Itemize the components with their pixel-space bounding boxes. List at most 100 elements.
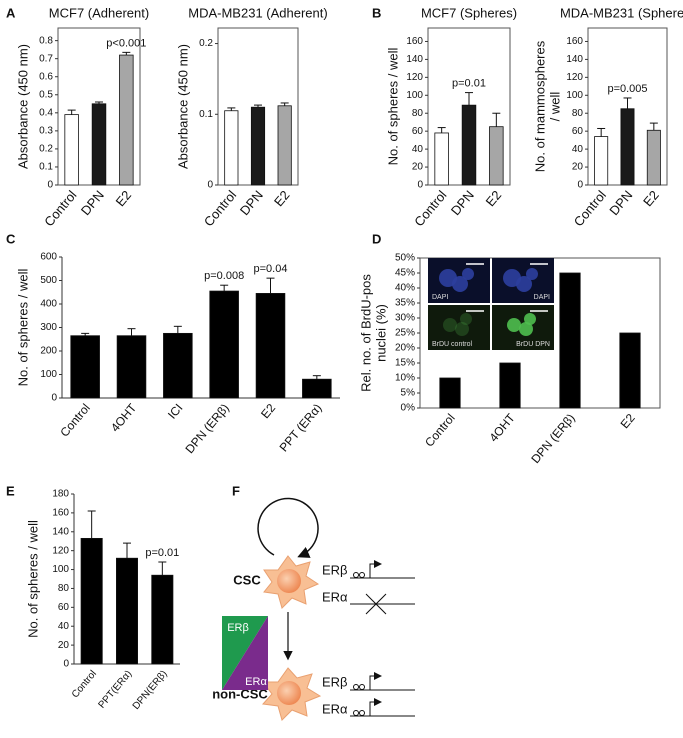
x-tick-label: DPN (ERβ) — [182, 401, 231, 456]
y-axis-label: Absorbance (450 nm) — [175, 44, 190, 169]
y-tick-label: 80 — [412, 108, 424, 119]
y-tick-label: 20 — [412, 162, 424, 173]
bar — [434, 132, 449, 186]
y-tick-label: 40% — [395, 283, 415, 294]
x-tick-label: ICI — [165, 401, 186, 422]
gene-label: ERβ — [322, 562, 348, 577]
error-bar — [122, 51, 131, 56]
bar — [91, 103, 107, 186]
error-bar — [67, 109, 76, 115]
panel-letter: E — [6, 483, 15, 498]
panel-letter: C — [6, 231, 16, 246]
p-value: p=0.005 — [607, 83, 647, 95]
x-tick-label: 4OHT — [108, 400, 140, 434]
chart-title: MCF7 (Adherent) — [49, 5, 149, 20]
x-tick-label: Control — [411, 187, 449, 229]
y-tick-label: 0.4 — [39, 107, 53, 118]
bar — [224, 110, 239, 186]
bar — [163, 332, 193, 399]
inset-label: DAPI — [432, 294, 448, 301]
bar — [277, 105, 292, 186]
bar — [499, 362, 521, 409]
error-bar — [254, 104, 262, 108]
y-tick-label: 60 — [412, 126, 424, 137]
nucleus — [462, 268, 474, 280]
y-tick-label: 400 — [40, 299, 57, 310]
y-tick-label: 200 — [40, 346, 57, 357]
y-tick-label: 0 — [47, 180, 53, 191]
y-axis-label: nuclei (%) — [373, 304, 388, 362]
nucleus — [526, 268, 538, 280]
y-tick-label: 0.7 — [39, 53, 53, 64]
panel-letter: F — [232, 483, 240, 498]
y-tick-label: 140 — [52, 526, 69, 537]
nucleus — [519, 322, 533, 336]
x-tick-label: Control — [70, 669, 99, 701]
x-tick-label: DPN (ERβ) — [528, 411, 577, 466]
bar — [116, 335, 147, 399]
panel-letter: B — [372, 5, 381, 20]
nucleus — [460, 313, 472, 325]
y-tick-label: 15% — [395, 358, 415, 369]
y-tick-label: 0 — [63, 659, 69, 670]
y-tick-label: 0 — [51, 393, 57, 404]
y-tick-label: 600 — [40, 252, 57, 263]
nucleus — [452, 276, 468, 292]
p-value: p=0.008 — [204, 270, 244, 282]
bar — [559, 272, 581, 409]
y-tick-label: 10% — [395, 373, 415, 384]
y-axis-label: / well — [547, 92, 562, 122]
inset-label: DAPI — [534, 294, 550, 301]
bar — [151, 574, 174, 665]
y-tick-label: 0.3 — [39, 126, 53, 137]
error-bar — [87, 510, 96, 539]
error-bar — [81, 332, 90, 336]
y-tick-label: 0 — [417, 180, 423, 191]
error-bar — [492, 112, 501, 127]
x-tick-label: E2 — [271, 187, 293, 209]
bar — [619, 332, 641, 409]
x-tick-label: 4OHT — [486, 410, 518, 444]
error-bar — [465, 92, 473, 106]
x-tick-label: Control — [422, 411, 458, 450]
y-tick-label: 180 — [52, 489, 69, 500]
y-tick-label: 100 — [566, 90, 583, 101]
x-tick-label: Control — [41, 187, 79, 229]
p-value: p=0.04 — [254, 263, 288, 275]
chart-title: MDA-MB231 (Adherent) — [188, 5, 327, 20]
error-bar — [95, 101, 103, 104]
x-tick-label: E2 — [618, 411, 638, 431]
x-tick-label: DPN — [78, 187, 107, 218]
y-tick-label: 300 — [40, 322, 57, 333]
y-tick-label: 120 — [566, 72, 583, 83]
gene-label: ERα — [322, 589, 348, 604]
y-tick-label: 25% — [395, 328, 415, 339]
error-bar — [597, 127, 606, 137]
y-tick-label: 160 — [52, 508, 69, 519]
micrograph: BrDU DPN — [492, 305, 554, 350]
p-value: p=0.01 — [145, 547, 179, 559]
y-axis-label: No. of spheres / well — [385, 48, 400, 166]
bar — [461, 104, 477, 186]
bar — [64, 114, 79, 186]
x-tick-label: E2 — [483, 187, 505, 209]
bar — [250, 106, 266, 186]
y-tick-label: 0.6 — [39, 71, 53, 82]
x-tick-label: Control — [201, 187, 239, 229]
y-tick-label: 0.2 — [199, 38, 213, 49]
y-tick-label: 20 — [572, 162, 584, 173]
bar — [255, 293, 286, 399]
y-axis-label: No. of spheres / well — [25, 520, 40, 638]
y-tick-label: 80 — [58, 583, 70, 594]
x-tick-label: E2 — [113, 187, 135, 209]
x-tick-label: DPN — [606, 187, 635, 218]
y-tick-label: 20% — [395, 343, 415, 354]
y-tick-label: 120 — [406, 72, 423, 83]
error-bar — [280, 102, 289, 106]
y-tick-label: 100 — [406, 90, 423, 101]
y-tick-label: 0.1 — [199, 109, 213, 120]
x-tick-label: E2 — [258, 401, 278, 421]
y-tick-label: 140 — [566, 54, 583, 65]
y-axis-label: Rel. no. of BrdU-pos — [358, 274, 373, 392]
x-tick-label: E2 — [640, 187, 662, 209]
